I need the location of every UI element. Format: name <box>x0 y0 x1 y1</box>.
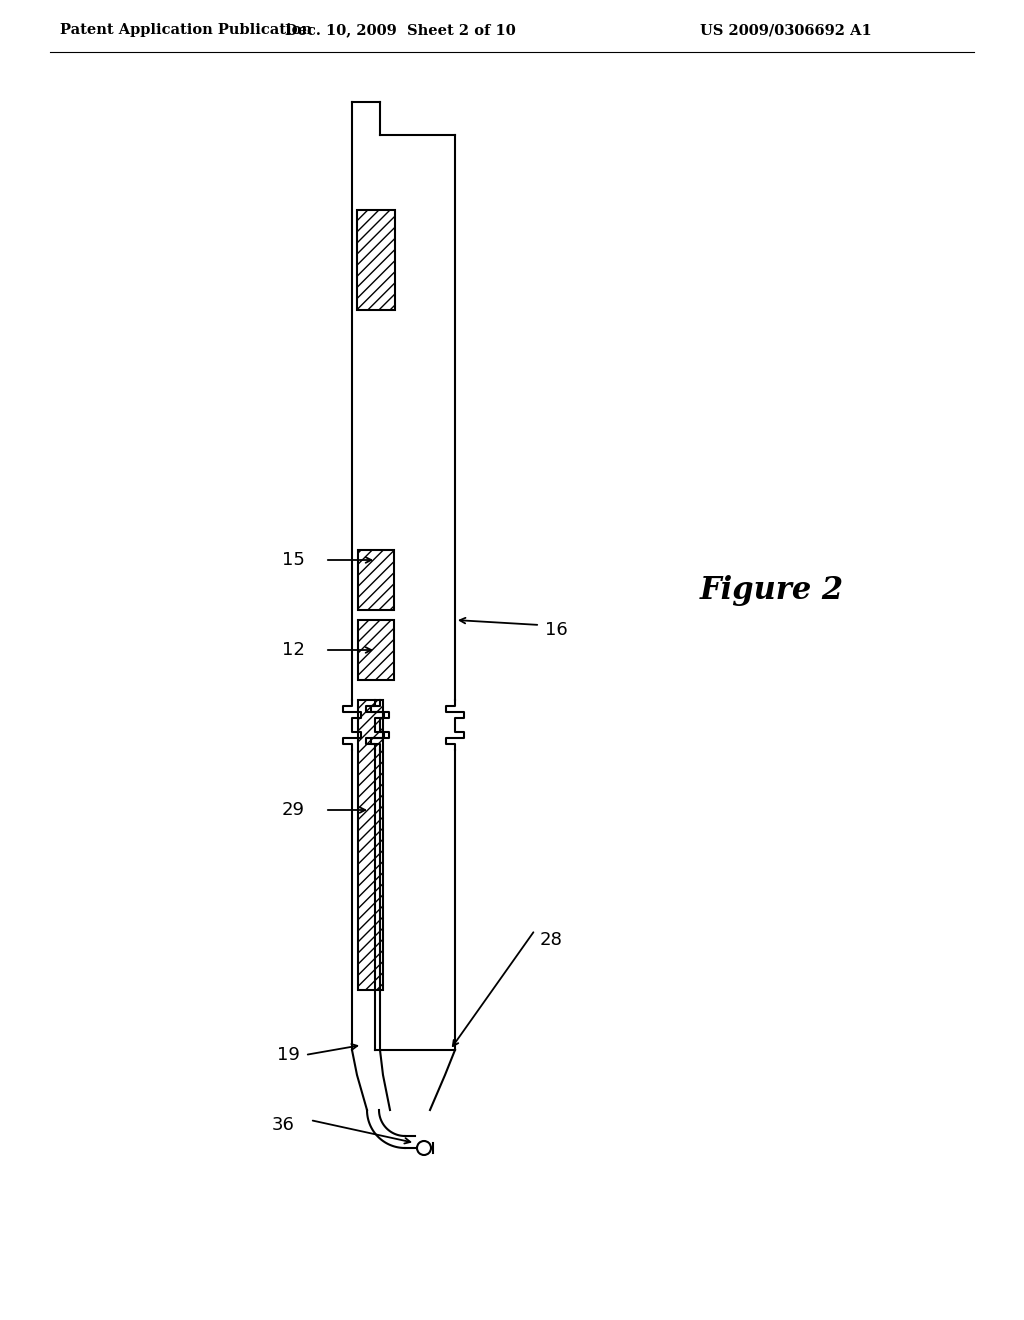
Text: Dec. 10, 2009  Sheet 2 of 10: Dec. 10, 2009 Sheet 2 of 10 <box>285 22 515 37</box>
Bar <box>358 550 394 610</box>
Text: US 2009/0306692 A1: US 2009/0306692 A1 <box>700 22 871 37</box>
Text: 16: 16 <box>545 620 567 639</box>
Text: Patent Application Publication: Patent Application Publication <box>60 22 312 37</box>
Bar <box>357 210 395 310</box>
Text: 36: 36 <box>272 1115 295 1134</box>
Bar <box>358 620 394 680</box>
Bar <box>358 700 383 990</box>
Text: 28: 28 <box>540 931 563 949</box>
Text: 15: 15 <box>283 550 305 569</box>
Text: 29: 29 <box>282 801 305 818</box>
Text: Figure 2: Figure 2 <box>700 574 844 606</box>
Text: 19: 19 <box>278 1045 300 1064</box>
Text: 12: 12 <box>283 642 305 659</box>
